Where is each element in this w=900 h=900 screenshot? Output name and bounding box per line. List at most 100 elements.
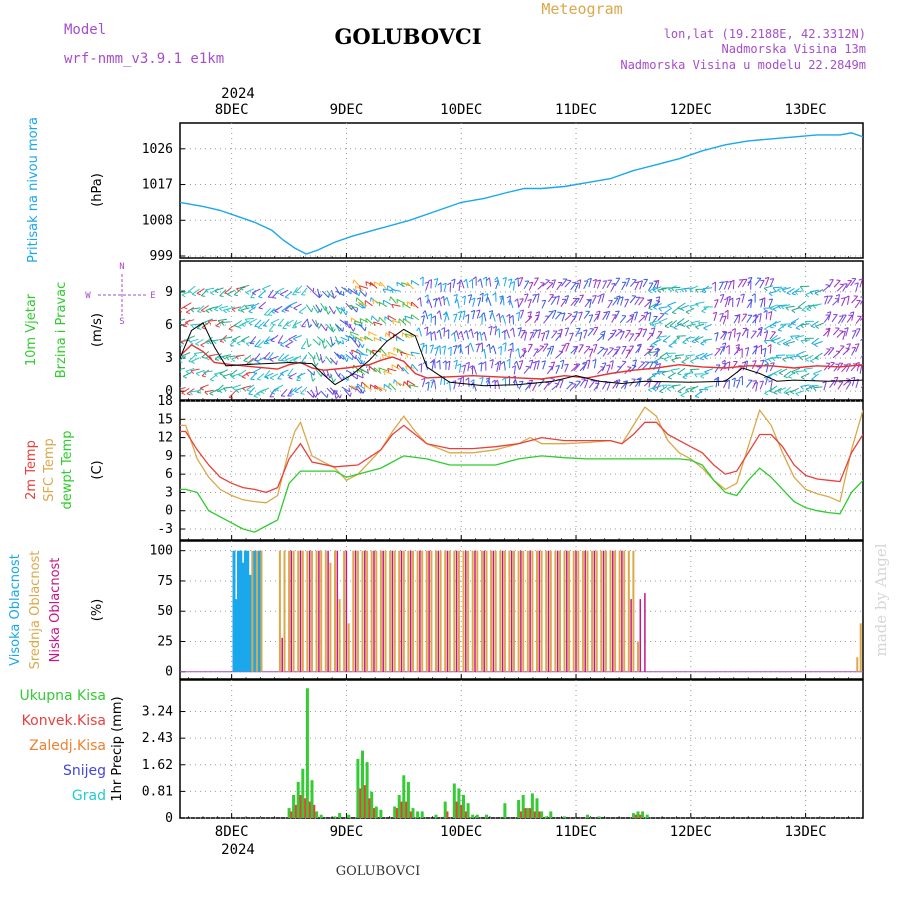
wind-barb [561,312,566,322]
wind-barb-flag [424,294,429,298]
wind-barb-flag [780,324,785,328]
wind-barb [841,297,846,307]
wind-barb-flag [518,277,523,279]
wind-barb-flag [475,343,480,346]
wind-barb-flag [772,287,776,292]
wind-barb-flag [378,281,381,286]
wind-barb [648,373,657,380]
wind-barb [504,342,507,352]
wind-barb [425,344,428,354]
wind-barb [240,307,250,311]
wind-barb [686,323,696,327]
wind-barb [760,359,765,369]
wind-barb [368,331,377,337]
wind-barb [226,355,236,358]
wind-barb-flag [473,331,478,335]
wind-barb-flag [620,330,625,333]
wind-barb-flag [500,314,504,319]
wind-barb-flag [342,327,344,332]
wind-barb [438,297,442,307]
wind-barb [350,385,360,390]
wind-barb [186,388,195,395]
wind-barb-flag [673,327,678,330]
wind-barb-flag [735,297,741,300]
wind-barb-flag [725,379,730,383]
wind-barb [532,294,537,303]
wind-barb-flag [689,360,694,364]
wind-barb [547,294,555,303]
wind-barb-flag [695,356,700,360]
wind-barb-flag [242,387,246,391]
pressure-line [180,132,863,255]
wind-barb [536,293,540,303]
wind-barb [483,349,487,359]
wind-barb [546,282,554,290]
wind-barb [851,295,858,304]
wind-barb-flag [427,279,432,283]
wind-barb [759,380,764,390]
wind-barb [860,385,863,389]
wind-barb [453,313,458,323]
wind-barb [520,309,525,319]
wind-barb [245,317,255,320]
wind-barb-flag [822,381,827,384]
wind-barb [489,326,493,336]
wind-barb-flag [663,358,668,362]
lonlat-label: lon,lat (19.2188E, 42.3312N) [664,27,866,41]
wind-barb-flag [285,345,290,349]
wind-barb-flag [704,387,709,391]
wind-barb [620,296,624,306]
wind-barb-flag [780,306,785,310]
wind-barb [288,372,297,378]
wind-barb [355,285,364,292]
wind-barb [364,335,373,342]
wind-barb [396,298,406,304]
wind-barb-flag [682,376,687,380]
wind-barb [516,361,520,370]
wind-barb [214,287,224,292]
wind-barb [378,367,388,372]
wind-barb-flag [795,327,800,330]
wind-barb [566,382,574,390]
wind-barb-flag [327,310,331,315]
wind-barb [281,305,290,312]
wind-barb [827,327,831,337]
wind-barb [547,378,555,386]
wind-barb-flag [468,278,473,283]
wind-barb-flag [804,321,808,326]
wind-barb [776,338,786,344]
wind-barb [690,357,699,362]
wind-barb [764,339,774,342]
wind-barb [312,338,320,346]
wind-barb [814,352,823,359]
y-tick-label: 0 [165,665,173,680]
wind-barb-flag [367,369,369,374]
wind-barb-flag [588,348,594,351]
wind-barb [827,295,833,304]
wind-barb-flag [348,305,352,310]
wind-barb-flag [436,345,441,349]
wind-barb [546,347,552,357]
wind-barb [574,282,580,292]
wind-barb-flag [574,282,579,285]
wind-barb-flag [668,345,673,348]
wind-barb [551,279,556,289]
wind-barb-flag [841,297,846,300]
wind-barb [312,291,320,299]
wind-barb [637,328,643,337]
wind-barb [425,281,430,291]
wind-barb [628,333,635,342]
wind-barb [715,332,719,342]
precip-legend: Ukupna KisaKonvek.KisaZaledj.KisaSnijegG… [19,688,106,804]
wind-barb [570,346,578,354]
wind-barb-flag [350,385,353,390]
wind-barb [659,386,668,392]
wind-barb-flag [702,339,707,344]
wind-barb-flag [201,295,206,297]
wind-barb-flag [281,310,286,313]
wind-barb [357,356,364,365]
wind-barb [434,380,437,390]
wind-barb [624,380,628,390]
wind-barb [791,367,801,373]
wind-barb-flag [555,295,560,298]
